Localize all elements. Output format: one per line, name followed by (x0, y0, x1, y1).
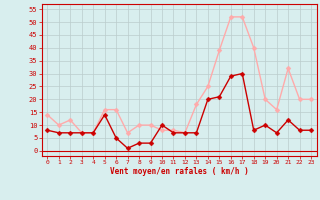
X-axis label: Vent moyen/en rafales ( km/h ): Vent moyen/en rafales ( km/h ) (110, 167, 249, 176)
